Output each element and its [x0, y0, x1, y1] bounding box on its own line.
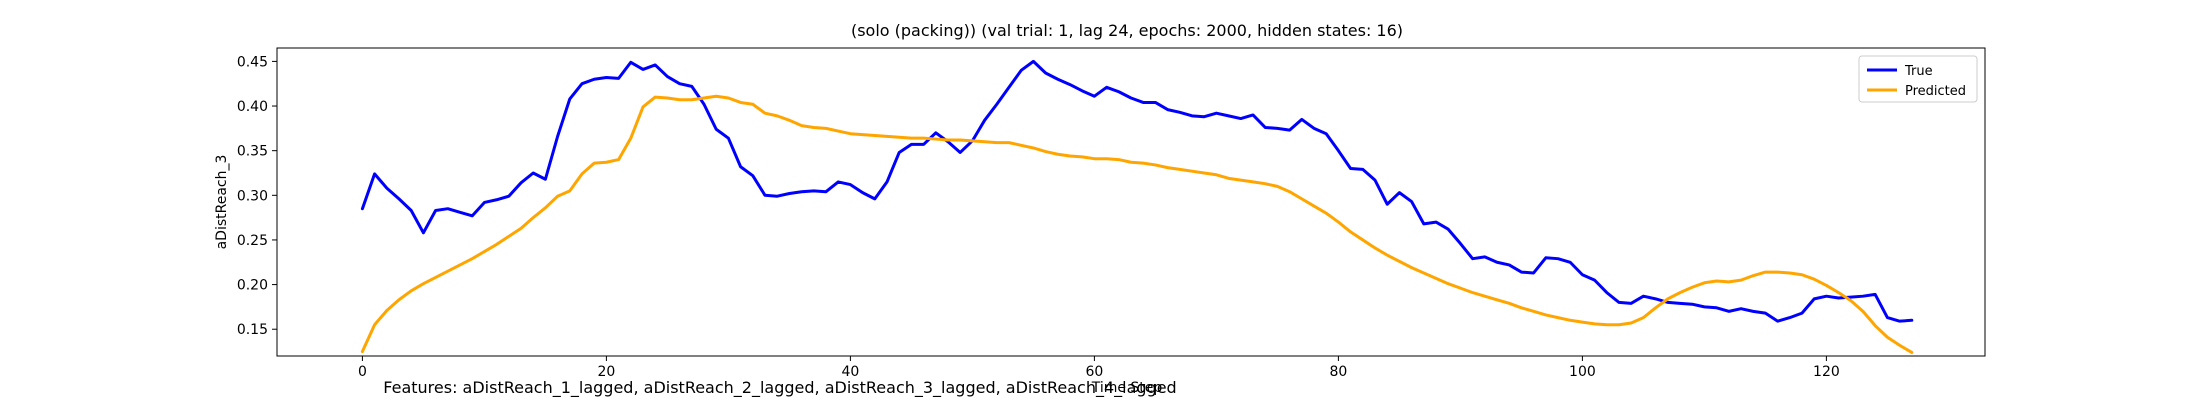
series-line-predicted — [360, 94, 1914, 354]
x-tick-label: 60 — [1085, 364, 1103, 380]
features-caption: Features: aDistReach_1_lagged, aDistReac… — [383, 378, 1177, 397]
x-tick-label: 20 — [597, 364, 615, 380]
legend: True Predicted — [1858, 55, 1978, 103]
y-tick-label: 0.20 — [237, 278, 268, 294]
y-tick-label: 0.25 — [237, 233, 268, 249]
plot-frame — [276, 47, 1986, 357]
legend-label-true: True — [1904, 64, 1933, 79]
legend-label-predicted: Predicted — [1905, 84, 1966, 99]
y-tick-label: 0.15 — [237, 322, 268, 338]
plot-area — [276, 47, 1986, 357]
series-layer — [360, 59, 1914, 354]
x-axis-label: Time Step — [1091, 380, 1163, 396]
x-tick-label: 120 — [1813, 364, 1840, 380]
y-axis: 0.15 0.20 0.25 0.30 0.35 0.40 0.45 — [237, 54, 277, 338]
x-tick-label: 80 — [1329, 364, 1347, 380]
series-line-true — [360, 59, 1914, 323]
y-axis-label: aDistReach_3 — [214, 155, 230, 250]
y-tick-label: 0.40 — [237, 99, 268, 115]
x-tick-label: 0 — [358, 364, 367, 380]
y-tick-label: 0.30 — [237, 188, 268, 204]
x-axis: 0 20 40 60 80 100 120 — [358, 356, 1840, 380]
y-tick-label: 0.45 — [237, 54, 268, 70]
chart-title: (solo (packing)) (val trial: 1, lag 24, … — [851, 21, 1403, 40]
y-tick-label: 0.35 — [237, 144, 268, 160]
x-tick-label: 100 — [1569, 364, 1596, 380]
x-tick-label: 40 — [841, 364, 859, 380]
